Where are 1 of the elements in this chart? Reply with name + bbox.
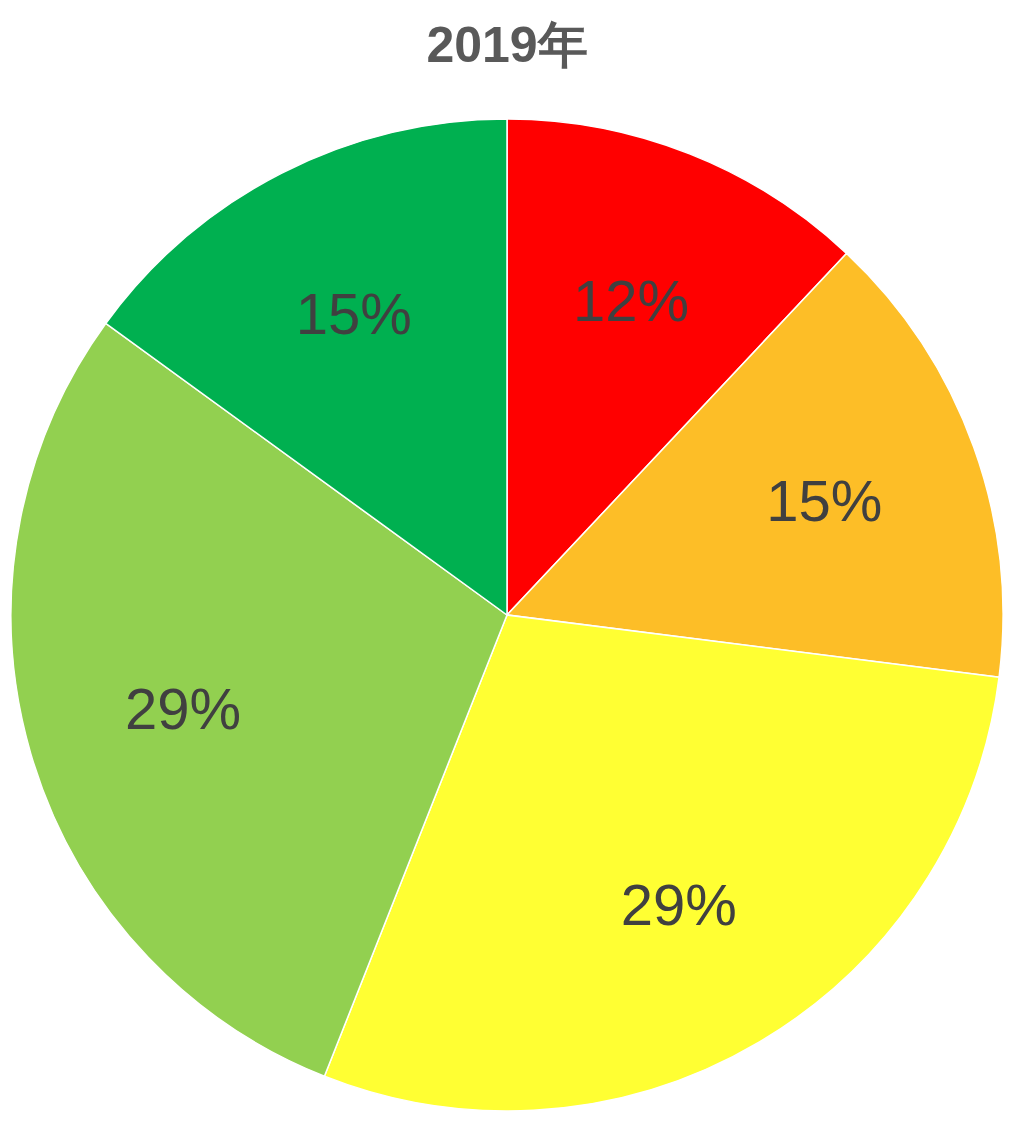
title: 2019年: [426, 17, 588, 73]
